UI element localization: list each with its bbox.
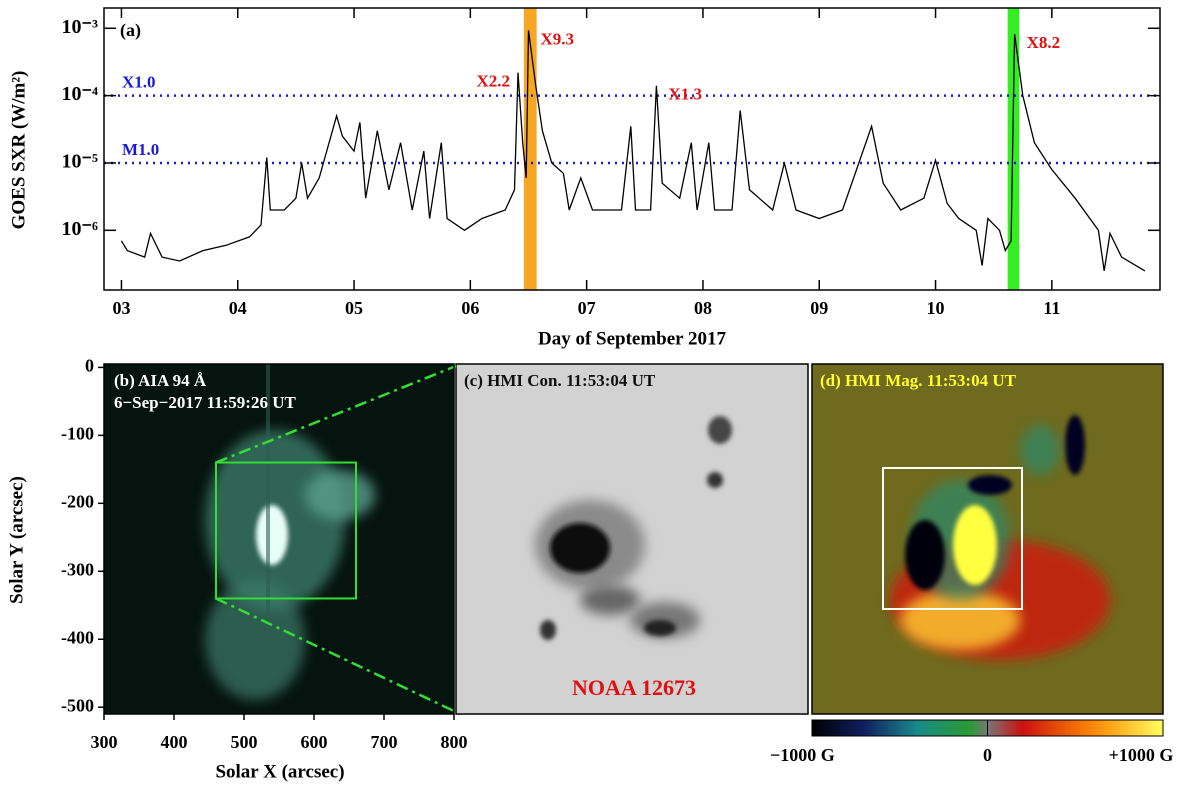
x-tick-label: 05 bbox=[345, 298, 363, 318]
flare-label: X1.3 bbox=[668, 85, 702, 104]
y-tick-label: -200 bbox=[61, 491, 94, 511]
flare-band bbox=[1007, 8, 1020, 290]
zoom-connector bbox=[215, 597, 457, 714]
plot-frame bbox=[103, 7, 1161, 291]
x-axis-title: Solar X (arcsec) bbox=[215, 761, 344, 782]
x-tick-label: 08 bbox=[694, 298, 712, 318]
y-tick-label: -500 bbox=[61, 695, 94, 715]
zoom-box bbox=[215, 461, 357, 600]
colorbar-label: −1000 G bbox=[770, 745, 835, 765]
x-tick-label: 09 bbox=[810, 298, 828, 318]
threshold-label: M1.0 bbox=[122, 140, 159, 159]
y-tick-label: -100 bbox=[61, 423, 94, 443]
y-tick-label: 10⁻⁴ bbox=[61, 83, 98, 105]
x-tick-label: 04 bbox=[229, 298, 247, 318]
flare-label: X8.2 bbox=[1027, 33, 1061, 52]
flux-curve bbox=[120, 30, 1146, 272]
zoom-connector bbox=[215, 364, 457, 464]
panel-d-frame bbox=[811, 363, 1164, 715]
y-tick-label: 0 bbox=[85, 356, 94, 376]
flare-label: X9.3 bbox=[540, 29, 574, 48]
y-axis-title: Solar Y (arcsec) bbox=[6, 476, 27, 604]
hmi-continuum-image bbox=[456, 364, 808, 714]
x-tick-label: 700 bbox=[371, 732, 398, 752]
y-tick-label: -400 bbox=[61, 627, 94, 647]
flare-label: X2.2 bbox=[476, 71, 510, 90]
x-tick-label: 06 bbox=[461, 298, 479, 318]
x-tick-label: 300 bbox=[91, 732, 118, 752]
panel-d-title: (d) HMI Mag. 11:53:04 UT bbox=[820, 371, 1017, 390]
y-tick-label: 10⁻³ bbox=[61, 16, 98, 38]
x-tick-label: 03 bbox=[112, 298, 130, 318]
panel-a-label: (a) bbox=[120, 20, 141, 41]
colorbar-label: +1000 G bbox=[1109, 745, 1174, 765]
colorbar-label: 0 bbox=[983, 745, 992, 765]
region-label: NOAA 12673 bbox=[572, 675, 696, 700]
x-tick-label: 800 bbox=[441, 732, 468, 752]
flare-band bbox=[523, 8, 537, 290]
aia-image bbox=[104, 364, 454, 714]
y-tick-label: -300 bbox=[61, 559, 94, 579]
y-tick-label: 10⁻⁶ bbox=[61, 218, 98, 240]
x-tick-label: 400 bbox=[161, 732, 188, 752]
hmi-magnetogram-image bbox=[812, 364, 1163, 714]
panel-c-frame bbox=[455, 363, 809, 715]
panel-b-title: (b) AIA 94 Å bbox=[114, 371, 207, 390]
panel-c-title: (c) HMI Con. 11:53:04 UT bbox=[464, 371, 656, 390]
x-tick-label: 07 bbox=[578, 298, 596, 318]
x-tick-label: 11 bbox=[1043, 298, 1060, 318]
x-tick-label: 600 bbox=[301, 732, 328, 752]
x-tick-label: 10 bbox=[927, 298, 945, 318]
y-axis-title: GOES SXR (W/m²) bbox=[8, 71, 29, 230]
panel-b-subtitle: 6−Sep−2017 11:59:26 UT bbox=[114, 393, 296, 412]
threshold-label: X1.0 bbox=[122, 73, 156, 92]
panel-b-frame bbox=[103, 363, 455, 715]
x-axis-title: Day of September 2017 bbox=[538, 328, 727, 349]
x-tick-label: 500 bbox=[231, 732, 258, 752]
y-tick-label: 10⁻⁵ bbox=[61, 151, 98, 173]
